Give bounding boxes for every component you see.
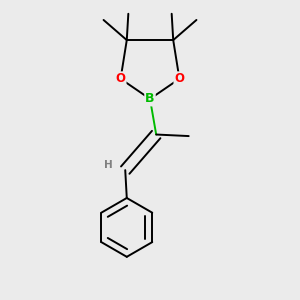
- Text: H: H: [104, 160, 112, 170]
- Text: O: O: [116, 72, 126, 85]
- Text: B: B: [145, 92, 155, 105]
- Text: O: O: [174, 72, 184, 85]
